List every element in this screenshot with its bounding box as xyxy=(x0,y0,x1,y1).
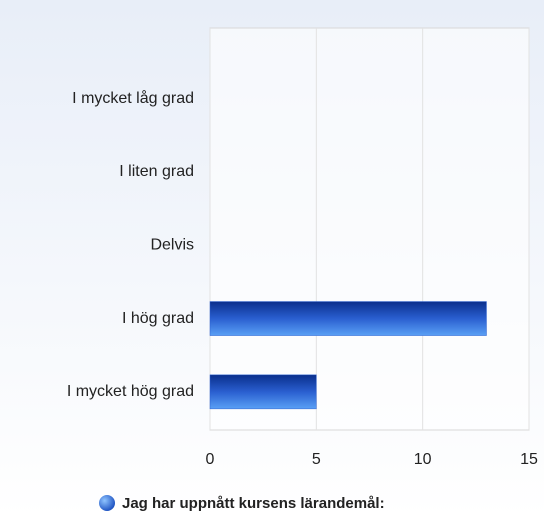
x-tick-label: 0 xyxy=(206,451,215,468)
y-tick-label: I liten grad xyxy=(119,163,194,180)
y-tick-label: I mycket hög grad xyxy=(67,383,194,400)
bar xyxy=(209,374,317,410)
y-tick-label: I hög grad xyxy=(122,310,194,327)
x-tick-label: 10 xyxy=(414,451,432,468)
legend-icon xyxy=(99,495,115,511)
y-tick-label: Delvis xyxy=(150,236,194,253)
x-tick-label: 15 xyxy=(520,451,538,468)
y-tick-label: I mycket låg grad xyxy=(72,89,194,107)
bar xyxy=(209,301,487,336)
x-tick-label: 5 xyxy=(312,451,321,468)
legend-label: Jag har uppnått kursens lärandemål: xyxy=(122,495,385,512)
plot-area xyxy=(209,27,530,431)
